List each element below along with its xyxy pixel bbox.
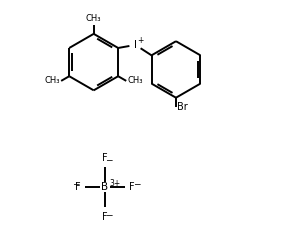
Text: +: +: [138, 36, 144, 45]
Text: I: I: [134, 40, 137, 50]
Text: 3+: 3+: [110, 179, 121, 188]
Text: F: F: [102, 212, 108, 222]
Text: CH₃: CH₃: [45, 76, 60, 85]
Text: −: −: [72, 180, 79, 189]
Text: CH₃: CH₃: [86, 14, 101, 23]
Text: −: −: [105, 155, 113, 164]
Text: −: −: [105, 210, 113, 219]
Text: Br: Br: [177, 102, 188, 112]
Text: −: −: [133, 180, 140, 189]
Text: B: B: [101, 182, 108, 192]
Text: CH₃: CH₃: [127, 76, 143, 85]
Text: F: F: [102, 153, 108, 163]
Text: F: F: [74, 182, 80, 192]
Text: F: F: [129, 182, 135, 192]
